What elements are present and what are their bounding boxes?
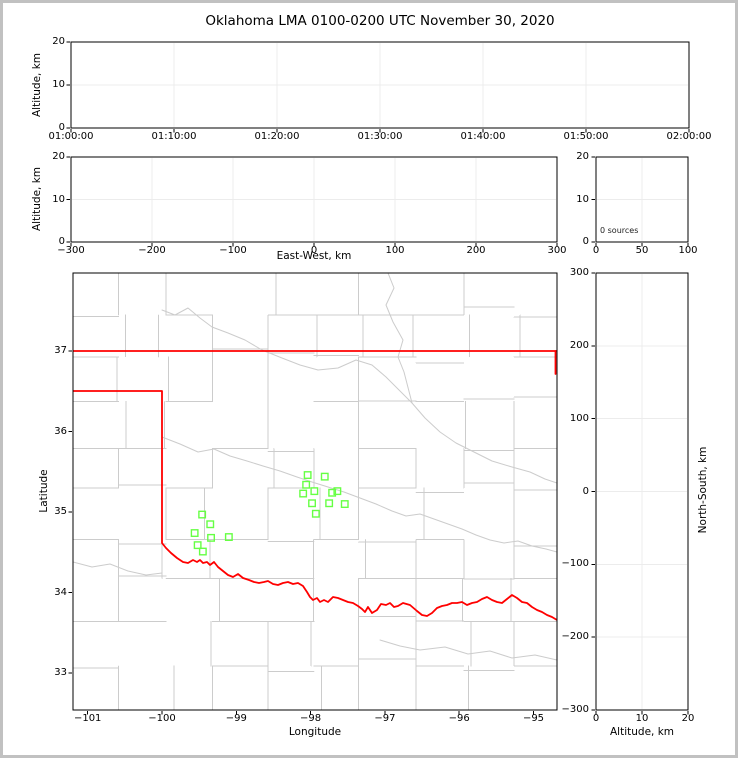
station-marker bbox=[198, 510, 207, 519]
tick-label: 300 bbox=[547, 245, 567, 256]
tick-label: 100 bbox=[385, 245, 405, 256]
tick-label: 0 bbox=[582, 485, 589, 497]
station-marker bbox=[224, 533, 233, 541]
map-layer bbox=[73, 273, 557, 710]
panel-frame bbox=[595, 272, 689, 711]
map-ylabel: Latitude bbox=[38, 469, 50, 513]
tick-label: −300 bbox=[561, 704, 589, 715]
tick-label: −96 bbox=[448, 713, 470, 724]
tick-label: 300 bbox=[569, 267, 589, 278]
station-marker bbox=[340, 500, 349, 508]
ns-height-xlabel: Altitude, km bbox=[609, 726, 675, 738]
station-marker bbox=[299, 489, 308, 498]
panel-frame bbox=[72, 272, 558, 711]
ew-height-ylabel: Altitude, km bbox=[31, 166, 43, 232]
tick-label: 0 bbox=[58, 122, 65, 133]
ns-height-ylabel: North-South, km bbox=[697, 446, 709, 534]
tick-label: 20 bbox=[52, 151, 65, 162]
tick-label: 01:40:00 bbox=[460, 131, 506, 142]
map-xlabel: Longitude bbox=[288, 726, 342, 738]
tick-label: 0 bbox=[310, 245, 318, 256]
plot-title: Oklahoma LMA 0100-0200 UTC November 30, … bbox=[205, 13, 555, 29]
tick-label: −300 bbox=[57, 245, 85, 256]
tick-label: −100 bbox=[148, 713, 176, 724]
tick-label: −200 bbox=[138, 245, 166, 256]
station-marker bbox=[206, 520, 215, 529]
tick-label: −100 bbox=[561, 558, 589, 570]
tick-label: −100 bbox=[219, 245, 247, 256]
tick-label: 0 bbox=[582, 236, 589, 247]
tick-label: −101 bbox=[73, 713, 102, 724]
tick-label: 01:30:00 bbox=[357, 131, 403, 142]
tick-label: 01:00:00 bbox=[48, 131, 94, 142]
panel-frame bbox=[70, 41, 690, 129]
tick-label: 37 bbox=[54, 345, 67, 356]
state-border-west-south bbox=[73, 390, 557, 621]
tick-label: 36 bbox=[54, 425, 67, 437]
tick-label: 01:20:00 bbox=[254, 131, 300, 142]
tick-label: 02:00:00 bbox=[666, 131, 712, 142]
station-marker bbox=[302, 480, 311, 489]
tick-label: 20 bbox=[576, 151, 589, 162]
tick-label: 35 bbox=[54, 506, 67, 518]
tick-label: 10 bbox=[576, 193, 589, 205]
tick-label: 0 bbox=[592, 245, 600, 256]
tick-label: −98 bbox=[300, 713, 322, 724]
tick-label: 0 bbox=[592, 713, 600, 724]
river-line bbox=[73, 561, 163, 576]
tick-label: 20 bbox=[681, 713, 695, 724]
tick-label: 34 bbox=[54, 586, 67, 598]
tick-label: −97 bbox=[374, 713, 396, 724]
tick-label: 50 bbox=[635, 245, 649, 256]
tick-label: 100 bbox=[569, 412, 589, 424]
tick-label: 01:50:00 bbox=[563, 131, 609, 142]
tick-label: 33 bbox=[54, 667, 67, 679]
station-marker bbox=[193, 541, 202, 550]
tick-label: 10 bbox=[52, 79, 65, 90]
ew-height-xlabel: East-West, km bbox=[276, 250, 352, 262]
station-marker bbox=[311, 509, 320, 518]
tick-label: −95 bbox=[522, 713, 545, 724]
tick-label: 200 bbox=[569, 339, 589, 351]
station-marker bbox=[320, 472, 329, 481]
station-marker bbox=[198, 547, 207, 556]
station-marker bbox=[328, 488, 337, 497]
tick-label: 20 bbox=[52, 36, 65, 47]
station-marker bbox=[308, 499, 316, 508]
panel-frame bbox=[70, 156, 558, 243]
source-count-annotation: 0 sources bbox=[600, 226, 639, 235]
tick-label: −99 bbox=[225, 713, 247, 724]
station-marker bbox=[303, 471, 312, 479]
station-marker bbox=[207, 533, 216, 542]
river-line bbox=[379, 639, 557, 661]
station-marker bbox=[190, 529, 199, 537]
panel-frame bbox=[595, 156, 689, 243]
river-line bbox=[161, 307, 413, 404]
tick-label: 0 bbox=[58, 236, 65, 247]
tick-label: 10 bbox=[52, 193, 65, 205]
tick-label: 100 bbox=[678, 245, 698, 256]
station-marker bbox=[333, 487, 342, 496]
time-height-ylabel: Altitude, km bbox=[31, 52, 43, 118]
tick-label: 10 bbox=[635, 713, 649, 724]
station-marker bbox=[310, 487, 319, 496]
river-line bbox=[161, 436, 557, 553]
tick-label: −200 bbox=[561, 631, 589, 643]
station-marker bbox=[325, 499, 334, 508]
river-line bbox=[385, 273, 557, 484]
tick-label: 01:10:00 bbox=[151, 131, 197, 142]
tick-label: 200 bbox=[466, 245, 486, 256]
